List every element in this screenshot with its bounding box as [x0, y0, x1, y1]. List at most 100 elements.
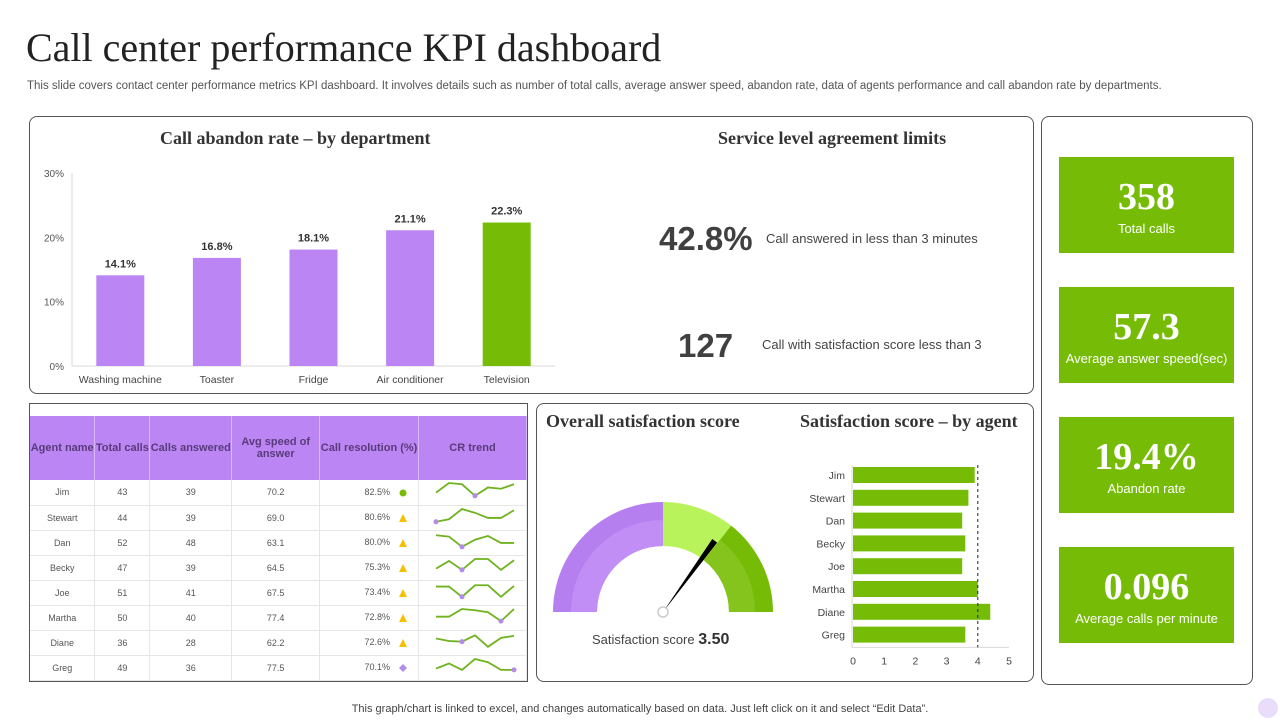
- cr-trend-cell: [418, 555, 527, 581]
- satisfaction-value: 3.50: [698, 631, 730, 648]
- table-row: Becky 47 39 64.5 75.3%: [30, 555, 527, 581]
- gauge-segment-low-inner: [571, 520, 663, 612]
- cell-cr: 80.6%: [319, 505, 419, 531]
- sparkline-marker: [459, 566, 464, 572]
- x-tick-label: 1: [881, 655, 887, 667]
- cr-value: 70.1%: [364, 662, 390, 673]
- column-header: Total calls: [94, 416, 151, 480]
- cr-trend-sparkline: [435, 557, 515, 572]
- triangle-status-icon: [399, 613, 407, 622]
- y-tick-label: Diane: [818, 607, 846, 619]
- satisfaction-panel: [536, 403, 1034, 682]
- footer-note: This graph/chart is linked to excel, and…: [351, 703, 929, 715]
- kpi-value: 57.3: [1113, 306, 1180, 348]
- y-tick-label: Stewart: [809, 493, 845, 505]
- agent-table-panel: [29, 403, 528, 682]
- agent-score-chart[interactable]: Jim Stewart Dan Becky Joe Martha Diane Greg 0 1 2 3…: [790, 460, 1030, 670]
- x-tick-label: Washing machine: [79, 374, 162, 386]
- agent-chart-title: Satisfaction score – by agent: [800, 411, 1018, 431]
- cell-answered: 36: [149, 655, 233, 681]
- cell-speed: 67.5: [231, 580, 321, 606]
- page-subtitle: This slide covers contact center perform…: [27, 80, 1162, 92]
- sparkline-line: [435, 533, 514, 548]
- cr-trend-cell: [418, 605, 527, 631]
- bar-washing-machine: [96, 275, 145, 366]
- gauge-segment-high-inner: [703, 539, 755, 612]
- x-tick-label: 3: [944, 655, 950, 667]
- data-label: 18.1%: [298, 233, 329, 245]
- abandon-chart-title: Call abandon rate – by department: [160, 128, 431, 148]
- sparkline-marker: [459, 638, 464, 644]
- bar-fridge: [289, 249, 338, 366]
- sparkline-marker: [459, 593, 464, 599]
- cell-name: Jim: [30, 480, 96, 506]
- bar-martha: [853, 581, 978, 597]
- cr-trend-cell: [418, 655, 527, 681]
- cr-trend-sparkline: [435, 583, 515, 599]
- data-label: 16.8%: [201, 241, 232, 253]
- cell-cr: 75.3%: [319, 555, 419, 581]
- cell-cr: 72.8%: [319, 605, 419, 631]
- bar-becky: [853, 535, 966, 552]
- bar-stewart: [853, 489, 969, 506]
- cell-answered: 40: [149, 605, 233, 631]
- gauge-needle: [663, 539, 718, 612]
- kpi-value: 358: [1118, 176, 1175, 218]
- column-header: Calls answered: [149, 416, 233, 480]
- cell-cr: 82.5%: [319, 480, 419, 506]
- x-tick-label: Air conditioner: [377, 374, 445, 386]
- cr-trend-sparkline: [434, 482, 514, 499]
- column-header: Call resolution (%): [319, 416, 419, 480]
- cr-trend-sparkline: [435, 607, 515, 624]
- cell-speed: 64.5: [231, 555, 321, 581]
- y-tick-label: 0%: [50, 362, 65, 373]
- circle-status-icon: [399, 489, 407, 497]
- cr-trend-sparkline: [435, 633, 514, 648]
- kpi-abandon-rate: 19.4% Abandon rate: [1059, 417, 1234, 513]
- cell-speed: 62.2: [231, 630, 321, 656]
- sparkline-line: [435, 657, 514, 671]
- kpi-calls-per-minute: 0.096 Average calls per minute: [1059, 547, 1234, 643]
- decorative-circle: [1258, 698, 1278, 718]
- cell-speed: 69.0: [231, 505, 321, 531]
- cell-cr: 70.1%: [319, 655, 419, 681]
- kpi-value: 0.096: [1103, 566, 1190, 608]
- table-row: Martha 50 40 77.4 72.8%: [30, 605, 527, 631]
- satisfaction-gauge: [553, 502, 773, 618]
- sparkline-line: [435, 633, 514, 648]
- table-row: Diane 36 28 62.2 72.6%: [30, 630, 527, 656]
- table-row: Joe 51 41 67.5 73.4%: [30, 580, 527, 606]
- cr-trend-cell: [418, 580, 527, 606]
- cr-value: 73.4%: [364, 587, 390, 598]
- y-tick-label: 30%: [44, 169, 64, 180]
- data-label: 14.1%: [105, 258, 136, 270]
- cell-speed: 77.5: [231, 655, 321, 681]
- x-tick-label: Television: [484, 374, 530, 386]
- table-row: Dan 52 48 63.1 80.0%: [30, 530, 527, 556]
- satisfaction-title: Overall satisfaction score: [546, 411, 740, 431]
- column-header: Avg speed of answer: [231, 416, 321, 480]
- abandon-rate-chart[interactable]: 0% 10% 20% 30% 14.1% Washing machine 16.8% Toas…: [30, 150, 590, 390]
- bar-toaster: [192, 257, 241, 366]
- sla-label-2: Call with satisfaction score less than 3: [762, 337, 982, 352]
- sparkline-line: [435, 557, 515, 571]
- y-tick-label: Becky: [816, 538, 845, 550]
- cr-value: 80.6%: [364, 512, 390, 523]
- kpi-label: Average calls per minute: [1075, 611, 1218, 626]
- top-panel: [29, 116, 1034, 394]
- cell-answered: 39: [149, 555, 233, 581]
- cell-name: Dan: [30, 530, 96, 556]
- bar-joe: [853, 558, 963, 575]
- sla-title: Service level agreement limits: [718, 128, 947, 148]
- cell-total: 47: [94, 555, 151, 581]
- triangle-status-icon: [399, 588, 407, 597]
- bar-television: [482, 222, 531, 366]
- y-tick-label: Greg: [822, 630, 846, 642]
- x-tick-label: 0: [850, 655, 856, 667]
- x-tick-label: 2: [912, 655, 918, 667]
- cell-name: Greg: [30, 655, 96, 681]
- column-header: Agent name: [30, 416, 96, 480]
- cell-name: Stewart: [30, 505, 96, 531]
- x-tick-label: Fridge: [299, 374, 329, 386]
- data-label: 22.3%: [491, 206, 522, 218]
